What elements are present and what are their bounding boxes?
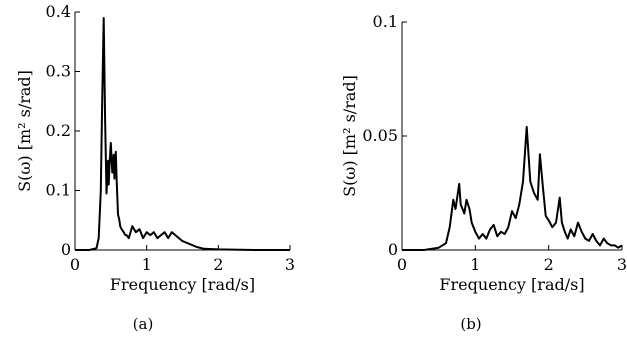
panel-caption: (a)	[133, 315, 154, 333]
y-tick-label: 0.05	[362, 126, 398, 145]
y-tick-label: 0.1	[46, 181, 71, 200]
x-tick-label: 1	[470, 255, 480, 274]
spectrum-line	[402, 125, 623, 251]
y-tick-label: 0.2	[46, 121, 71, 140]
x-tick-label: 3	[617, 255, 627, 274]
x-tick-label: 3	[285, 255, 295, 274]
y-tick-label: 0.4	[46, 2, 71, 21]
y-tick-label: 0.1	[373, 12, 398, 31]
chart-panel-a: 0 1 2 3 0 0.1 0.2 0.3 0.4 Frequency [rad/s] S(ω) […	[15, 2, 295, 333]
x-tick-label: 0	[397, 255, 407, 274]
y-axis-label: S(ω) [m² s/rad]	[15, 70, 34, 192]
y-tick-label: 0.3	[46, 62, 71, 81]
spectrum-line	[75, 17, 290, 251]
x-tick-label: 2	[213, 255, 223, 274]
y-tick-label: 0	[61, 240, 71, 259]
chart-panel-b: 0 1 2 3 0 0.05 0.1 Frequency [rad/s] S(ω) [m² s/…	[340, 12, 627, 333]
x-axis-label: Frequency [rad/s]	[439, 275, 584, 294]
y-tick-label: 0	[388, 240, 398, 259]
x-tick-label: 0	[70, 255, 80, 274]
panel-caption: (b)	[460, 315, 481, 333]
x-tick-label: 2	[544, 255, 554, 274]
x-tick-label: 1	[142, 255, 152, 274]
x-axis-label: Frequency [rad/s]	[110, 275, 255, 294]
y-axis-label: S(ω) [m² s/rad]	[340, 75, 359, 197]
